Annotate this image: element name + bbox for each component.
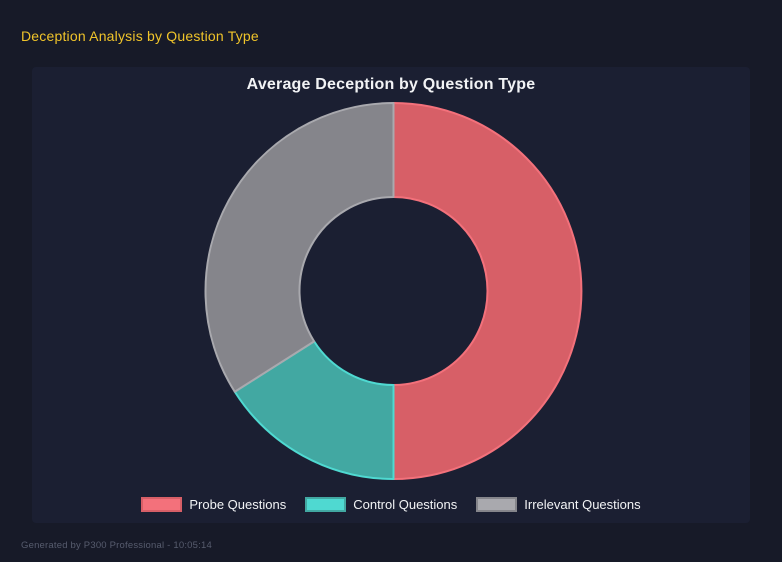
chart-panel: Average Deception by Question Type Probe…	[32, 67, 750, 523]
footer-status-text: Generated by P300 Professional - 10:05:1…	[21, 540, 212, 551]
legend-swatch	[305, 497, 347, 512]
chart-legend: Probe Questions Control Questions Irreleva…	[32, 497, 750, 512]
donut-segment-irrelevant-questions[interactable]	[204, 102, 395, 393]
legend-item-probe-questions[interactable]: Probe Questions	[141, 497, 286, 512]
legend-item-irrelevant-questions[interactable]: Irrelevant Questions	[476, 497, 641, 512]
donut-chart[interactable]	[32, 67, 750, 523]
donut-segment-probe-questions[interactable]	[392, 102, 583, 480]
page-title: Deception Analysis by Question Type	[21, 28, 259, 44]
legend-item-control-questions[interactable]: Control Questions	[305, 497, 457, 512]
legend-label: Irrelevant Questions	[524, 497, 641, 512]
legend-label: Control Questions	[353, 497, 458, 512]
legend-swatch	[141, 497, 183, 512]
donut-segment-control-questions[interactable]	[233, 340, 395, 480]
legend-swatch	[476, 497, 518, 512]
chart-title: Average Deception by Question Type	[246, 76, 536, 93]
legend-label: Probe Questions	[189, 497, 287, 512]
